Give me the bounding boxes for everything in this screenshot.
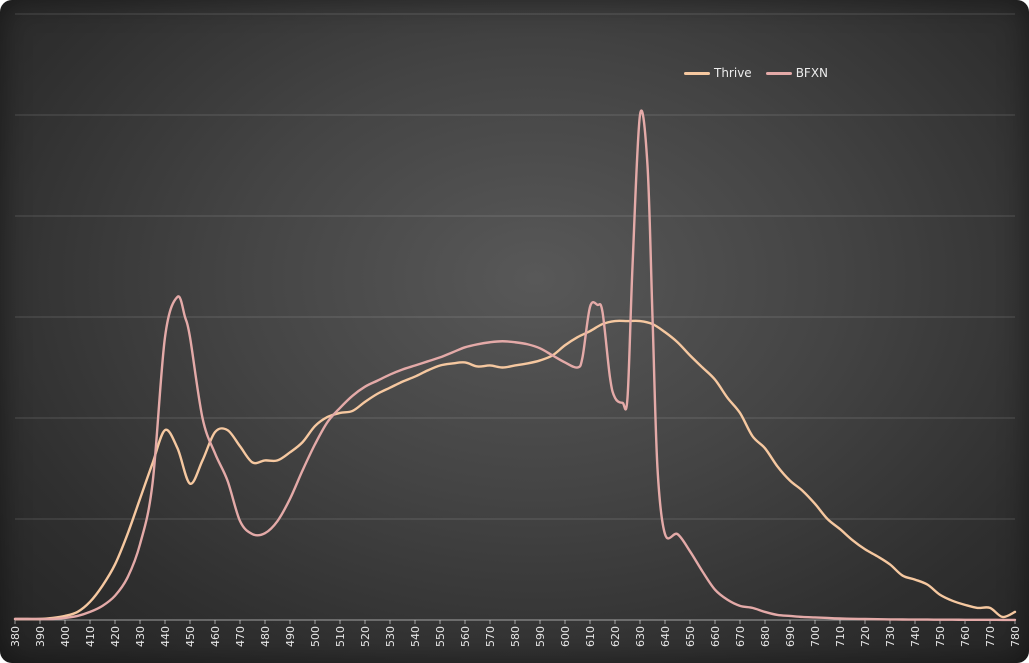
x-tick-label: 680 <box>759 626 772 647</box>
legend: Thrive BFXN <box>684 66 842 80</box>
x-tick-label: 390 <box>34 626 47 647</box>
x-tick-label: 440 <box>159 626 172 647</box>
x-tick-label: 530 <box>384 626 397 647</box>
legend-label-bfxn: BFXN <box>795 66 829 80</box>
x-tick-label: 690 <box>784 626 797 647</box>
x-tick-label: 620 <box>609 626 622 647</box>
x-tick-label: 780 <box>1009 626 1022 647</box>
x-tick-label: 380 <box>9 626 22 647</box>
x-tick-label: 510 <box>334 626 347 647</box>
series-line-thrive <box>13 319 1017 621</box>
x-tick-label: 640 <box>659 626 672 647</box>
x-tick-label: 410 <box>84 626 97 647</box>
gridlines <box>15 13 1015 520</box>
x-tick-label: 580 <box>509 626 522 647</box>
x-tick-label: 420 <box>109 626 122 647</box>
legend-swatch-bfxn <box>765 71 792 75</box>
x-tick-label: 660 <box>709 626 722 647</box>
x-tick-label: 570 <box>484 626 497 647</box>
x-tick-label: 470 <box>234 626 247 647</box>
x-tick-label: 490 <box>284 626 297 647</box>
x-tick-label: 720 <box>859 626 872 647</box>
x-tick-label: 540 <box>409 626 422 647</box>
x-tick-label: 400 <box>59 626 72 647</box>
x-tick-label: 750 <box>934 626 947 647</box>
x-tick-label: 450 <box>184 626 197 647</box>
x-tick-label: 460 <box>209 626 222 647</box>
series-lines <box>13 109 1017 622</box>
legend-item-bfxn: BFXN <box>765 66 829 80</box>
x-tick-label: 500 <box>309 626 322 647</box>
x-tick-label: 740 <box>909 626 922 647</box>
x-axis: 380 390 400 410 420 430 440 450 460 470 480 490 500 5… <box>9 619 1022 647</box>
x-tick-label: 550 <box>434 626 447 647</box>
x-tick-label: 700 <box>809 626 822 647</box>
x-tick-label: 590 <box>534 626 547 647</box>
legend-label-thrive: Thrive <box>714 66 752 80</box>
legend-swatch-thrive <box>684 71 710 75</box>
x-tick-label: 430 <box>134 626 147 647</box>
series-line-bfxn <box>13 109 1017 622</box>
x-tick-label: 670 <box>734 626 747 647</box>
x-tick-label: 610 <box>584 626 597 647</box>
x-tick-label: 480 <box>259 626 272 647</box>
x-tick-label: 630 <box>634 626 647 647</box>
x-tick-label: 560 <box>459 626 472 647</box>
x-tick-label: 600 <box>559 626 572 647</box>
x-tick-label: 710 <box>834 626 847 647</box>
x-tick-label: 730 <box>884 626 897 647</box>
x-tick-label: 650 <box>684 626 697 647</box>
x-tick-label: 520 <box>359 626 372 647</box>
x-tick-label: 770 <box>984 626 997 647</box>
x-tick-label: 760 <box>959 626 972 647</box>
legend-item-thrive: Thrive <box>684 66 752 80</box>
